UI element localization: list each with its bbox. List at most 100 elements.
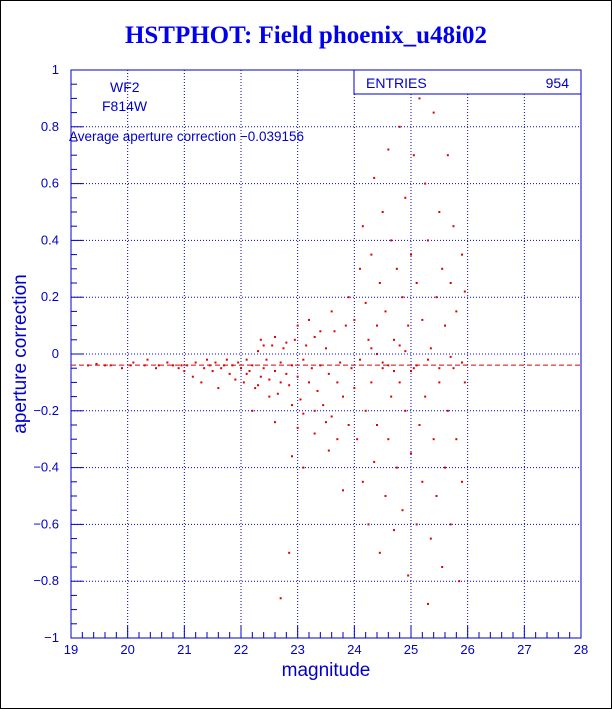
data-point — [361, 225, 364, 228]
x-tick-label: 25 — [404, 642, 418, 657]
data-point — [438, 381, 441, 384]
data-point — [398, 125, 401, 128]
data-point — [441, 566, 444, 568]
data-point — [302, 412, 305, 415]
data-point — [308, 318, 310, 321]
data-point — [310, 367, 313, 370]
data-point — [446, 154, 449, 157]
data-point — [194, 361, 197, 364]
data-point — [327, 449, 330, 452]
data-point — [347, 296, 350, 299]
data-point — [356, 438, 359, 441]
y-tick-label: 0.8 — [41, 119, 59, 134]
grid-layer — [71, 70, 581, 638]
data-point — [410, 452, 412, 455]
data-point — [461, 253, 463, 256]
data-point — [319, 330, 322, 333]
data-point — [463, 381, 466, 384]
data-point — [407, 324, 410, 327]
data-point — [429, 347, 432, 350]
data-point — [344, 324, 347, 327]
data-point — [407, 574, 410, 577]
x-tick-label: 19 — [64, 642, 78, 657]
data-point — [327, 372, 330, 375]
data-point — [364, 409, 367, 412]
data-point — [268, 378, 271, 381]
x-tick-label: 24 — [347, 642, 361, 657]
data-point — [412, 154, 415, 157]
data-point — [325, 421, 327, 424]
data-point — [381, 367, 384, 370]
data-point — [316, 389, 319, 392]
point-layer — [87, 97, 466, 605]
data-point — [262, 344, 265, 347]
entries-label: ENTRIES — [366, 75, 427, 91]
data-point — [387, 148, 390, 151]
camera-annotation: WF2 — [110, 79, 140, 95]
data-point — [370, 253, 373, 256]
data-point — [225, 358, 228, 361]
data-point — [291, 404, 293, 407]
data-point — [370, 381, 373, 384]
data-point — [274, 370, 276, 373]
y-tick-label: −0.2 — [33, 403, 59, 418]
data-point — [449, 282, 452, 284]
data-point — [259, 338, 262, 341]
data-point — [228, 372, 231, 375]
data-point — [452, 367, 455, 370]
data-point — [288, 551, 291, 554]
data-point — [211, 370, 214, 373]
data-point — [279, 597, 282, 600]
data-point — [259, 375, 262, 378]
data-point — [155, 367, 157, 370]
data-point — [461, 480, 463, 483]
data-point — [438, 211, 441, 213]
data-point — [367, 523, 370, 526]
data-point — [421, 480, 424, 483]
data-point — [395, 267, 398, 270]
data-point — [214, 361, 217, 364]
data-point — [410, 370, 412, 373]
data-point — [251, 409, 254, 412]
data-point — [200, 381, 203, 384]
data-point — [387, 438, 390, 441]
data-point — [376, 324, 378, 327]
data-point — [421, 318, 424, 321]
data-point — [180, 364, 183, 367]
data-point — [268, 395, 271, 398]
y-tick-label: 0.2 — [41, 289, 59, 304]
data-point — [296, 375, 299, 378]
data-point — [350, 367, 353, 370]
data-point — [418, 424, 421, 426]
data-point — [427, 239, 429, 242]
data-point — [455, 438, 458, 441]
data-point — [336, 381, 339, 384]
y-tick-label: 1 — [52, 62, 59, 77]
data-point — [325, 347, 327, 350]
data-point — [257, 350, 259, 353]
data-point — [285, 372, 288, 375]
data-point — [395, 466, 398, 469]
data-point — [217, 387, 220, 390]
data-point — [381, 361, 384, 364]
data-point — [242, 381, 245, 384]
data-point — [305, 344, 308, 347]
data-point — [245, 372, 248, 375]
x-tick-label: 23 — [290, 642, 304, 657]
data-point — [166, 361, 169, 364]
data-point — [387, 364, 390, 367]
data-point — [274, 421, 276, 424]
data-point — [364, 301, 367, 304]
data-point — [359, 358, 361, 361]
data-point — [384, 495, 387, 497]
data-point — [342, 395, 344, 398]
data-point — [378, 282, 381, 284]
data-point — [296, 324, 299, 327]
data-point — [291, 455, 293, 458]
data-point — [435, 495, 438, 497]
data-point — [424, 395, 427, 398]
data-point — [254, 387, 257, 390]
data-point — [424, 182, 427, 185]
data-point — [248, 370, 251, 373]
data-point — [330, 415, 333, 418]
